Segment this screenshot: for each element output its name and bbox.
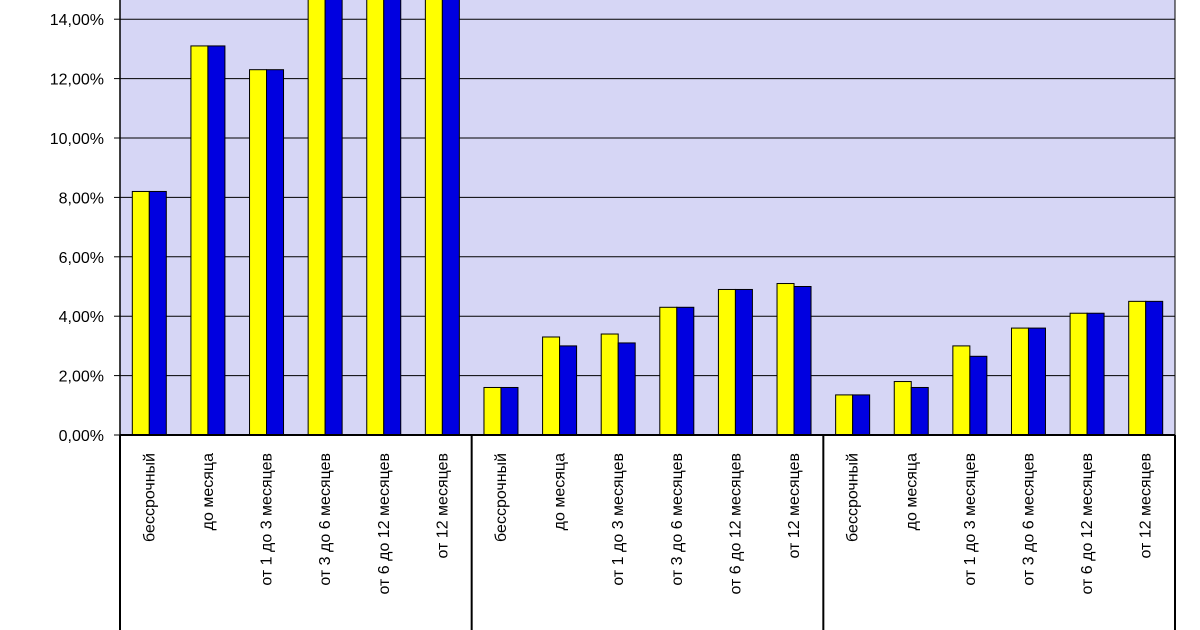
bar-blue: [1145, 300, 1164, 436]
bar-yellow: [424, 0, 443, 436]
bar-blue: [207, 45, 226, 436]
x-category-label: от 6 до 12 месяцев: [376, 453, 393, 595]
x-category-label: бессрочный: [493, 453, 510, 542]
x-category-label: до месяца: [200, 453, 217, 530]
y-tick-label: 12,00%: [50, 72, 104, 89]
bar-blue: [734, 288, 753, 436]
bar-yellow: [659, 306, 678, 436]
bar-yellow: [1010, 327, 1029, 436]
bar-blue: [266, 69, 285, 436]
bar-yellow: [1128, 300, 1147, 436]
bars: [131, 0, 1164, 436]
bar-yellow: [893, 381, 912, 436]
x-category-label: бессрочный: [845, 453, 862, 542]
bar-blue: [441, 0, 460, 436]
x-category-label: от 12 месяцев: [786, 453, 803, 559]
bar-blue: [910, 386, 929, 436]
bar-yellow: [1069, 312, 1088, 436]
x-category-label: от 3 до 6 месяцев: [669, 453, 686, 586]
x-category-label: от 3 до 6 месяцев: [1020, 453, 1037, 586]
bar-blue: [324, 0, 343, 436]
bar-blue: [793, 286, 812, 436]
y-tick-label: 14,00%: [50, 12, 104, 29]
x-category-label: бессрочный: [141, 453, 158, 542]
bar-blue: [969, 355, 988, 436]
bar-yellow: [952, 345, 971, 436]
x-category-label: от 1 до 3 месяцев: [259, 453, 276, 586]
bar-blue: [383, 0, 402, 436]
x-category-label: от 1 до 3 месяцев: [962, 453, 979, 586]
y-tick-label: 2,00%: [59, 369, 104, 386]
bar-blue: [559, 345, 578, 436]
axes: [119, 0, 1176, 630]
y-tick-label: 8,00%: [59, 190, 104, 207]
y-tick-label: 0,00%: [59, 428, 104, 445]
x-category-label: от 3 до 6 месяцев: [317, 453, 334, 586]
x-category-label: до месяца: [903, 453, 920, 530]
bar-yellow: [307, 0, 326, 436]
bar-yellow: [483, 386, 502, 436]
y-tick-label: 4,00%: [59, 309, 104, 326]
bar-yellow: [600, 333, 619, 436]
x-category-label: от 12 месяцев: [434, 453, 451, 559]
bar-blue: [852, 394, 871, 436]
plot-area: [120, 0, 1175, 435]
bar-yellow: [131, 190, 150, 436]
y-tick-label: 10,00%: [50, 131, 104, 148]
x-category-label: от 1 до 3 месяцев: [610, 453, 627, 586]
bar-blue: [617, 342, 636, 436]
bar-yellow: [776, 283, 795, 436]
bar-blue: [148, 190, 167, 436]
bar-blue: [1027, 327, 1046, 436]
y-tick-label: 6,00%: [59, 250, 104, 267]
x-category-label: от 12 месяцев: [1138, 453, 1155, 559]
x-category-label: от 6 до 12 месяцев: [727, 453, 744, 595]
gridlines: [120, 18, 1175, 377]
bar-yellow: [542, 336, 561, 436]
bar-yellow: [190, 45, 209, 436]
x-category-label: от 6 до 12 месяцев: [1079, 453, 1096, 595]
bar-yellow: [835, 394, 854, 436]
bar-blue: [500, 386, 519, 436]
bar-yellow: [249, 69, 268, 436]
y-axis-ticks: 0,00% 2,00% 4,00% 6,00% 8,00% 10,00% 12,00% 14,…: [50, 12, 120, 445]
bar-blue: [1086, 312, 1105, 436]
bar-blue: [676, 306, 695, 436]
bar-yellow: [366, 0, 385, 436]
x-axis-categories: бессрочный до месяца от 1 до 3 месяцев от 3…: [141, 453, 1154, 595]
x-category-label: до месяца: [552, 453, 569, 530]
bar-yellow: [717, 288, 736, 436]
